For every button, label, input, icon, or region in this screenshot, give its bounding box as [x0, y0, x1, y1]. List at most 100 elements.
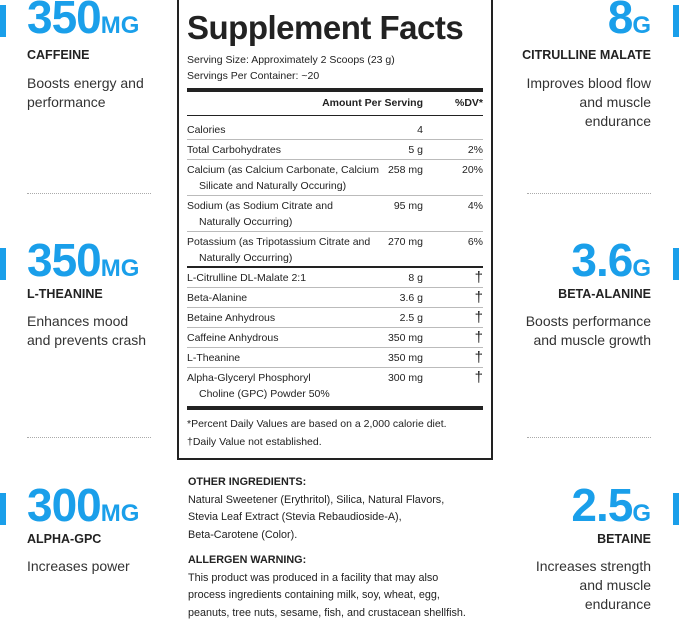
panel-title: Supplement Facts [187, 9, 463, 47]
table-row: Sodium (as Sodium Citrate and Naturally O… [187, 196, 483, 232]
highlight-amount: 3.6G [571, 237, 651, 292]
amount: 2.5 g [400, 308, 423, 326]
highlight-name: BETA-ALANINE [558, 287, 651, 301]
amount-unit: G [632, 255, 651, 282]
highlight-name: ALPHA-GPC [27, 532, 101, 546]
nutrient-name: Sodium (as Sodium Citrate and Naturally O… [187, 196, 402, 230]
highlight-name: CAFFEINE [27, 48, 90, 62]
amount: 350 mg [388, 328, 423, 346]
amount-value: 350 [27, 0, 101, 43]
nutrient-name-cont: Naturally Occurring) [187, 250, 402, 266]
nutrient-name-text: Sodium (as Sodium Citrate and [187, 200, 333, 212]
amount: 350 mg [388, 348, 423, 366]
amount-value: 2.5 [571, 479, 632, 531]
table-row: Beta-Alanine 3.6 g † [187, 288, 483, 308]
accent-bar [0, 5, 6, 37]
highlight-name: BETAINE [597, 532, 651, 546]
nutrient-name: Beta-Alanine [187, 288, 402, 306]
divider [187, 406, 483, 410]
nutrient-name: Alpha-Glyceryl Phosphoryl Choline (GPC) P… [187, 368, 402, 402]
amount-value: 3.6 [571, 234, 632, 286]
highlight-amount: 8G [608, 0, 651, 49]
daily-value: † [475, 368, 483, 385]
highlight-amount: 300MG [27, 482, 139, 537]
amount-unit: MG [101, 12, 140, 39]
nutrient-name-cont: Naturally Occurring) [187, 214, 402, 230]
table-row: Betaine Anhydrous 2.5 g † [187, 308, 483, 328]
amount-unit: G [632, 12, 651, 39]
dv-header: %DV* [455, 97, 483, 109]
text-line: Beta-Carotene (Color). [188, 527, 444, 545]
footnote-dagger: †Daily Value not established. [187, 436, 322, 448]
daily-value: † [475, 328, 483, 345]
nutrient-name: L-Citrulline DL-Malate 2:1 [187, 268, 402, 286]
nutrient-name: Caffeine Anhydrous [187, 328, 402, 346]
highlight-description: Improves blood flow and muscle endurance [521, 74, 651, 131]
nutrient-name: L-Theanine [187, 348, 402, 366]
amount-header: Amount Per Serving [322, 97, 423, 109]
daily-value: † [475, 308, 483, 325]
amount-unit: MG [101, 255, 140, 282]
allergen-warning: ALLERGEN WARNING: This product was produ… [188, 552, 466, 622]
nutrient-name-text: Caffeine Anhydrous [187, 332, 278, 344]
amount-value: 350 [27, 234, 101, 286]
highlight-description: Increases strength and muscle endurance [521, 557, 651, 614]
accent-bar [673, 493, 679, 525]
highlight-name: L-THEANINE [27, 287, 103, 301]
amount: 3.6 g [400, 288, 423, 306]
nutrient-name-text: Calcium (as Calcium Carbonate, Calcium [187, 164, 379, 176]
amount: 8 g [408, 268, 423, 286]
nutrient-name: Calcium (as Calcium Carbonate, Calcium Si… [187, 160, 402, 194]
nutrient-name: Calories [187, 120, 402, 138]
daily-value: † [475, 268, 483, 285]
nutrient-name-text: Beta-Alanine [187, 292, 247, 304]
highlight-description: Boosts energy and performance [27, 74, 152, 112]
footnote-dv: *Percent Daily Values are based on a 2,0… [187, 418, 447, 430]
highlight-name: CITRULLINE MALATE [522, 48, 651, 62]
text-line: Natural Sweetener (Erythritol), Silica, … [188, 492, 444, 510]
accent-bar [673, 248, 679, 280]
table-row: Calcium (as Calcium Carbonate, Calcium Si… [187, 160, 483, 196]
daily-value: 20% [462, 160, 483, 178]
amount: 5 g [408, 140, 423, 158]
accent-bar [0, 493, 6, 525]
other-ingredients-heading: OTHER INGREDIENTS: [188, 474, 444, 492]
highlight-description: Enhances mood and prevents crash [27, 312, 152, 350]
highlight-amount: 2.5G [571, 482, 651, 537]
serving-size: Serving Size: Approximately 2 Scoops (23… [187, 54, 395, 66]
amount-value: 300 [27, 479, 101, 531]
amount: 258 mg [388, 160, 423, 178]
nutrient-name: Total Carbohydrates [187, 140, 402, 158]
daily-value: 6% [468, 232, 483, 250]
table-row: Calories 4 [187, 120, 483, 140]
divider [527, 193, 651, 194]
nutrient-name-text: Total Carbohydrates [187, 144, 281, 156]
nutrient-name-text: Alpha-Glyceryl Phosphoryl [187, 372, 311, 384]
amount-value: 8 [608, 0, 633, 43]
divider [27, 437, 151, 438]
accent-bar [0, 248, 6, 280]
servings-per-container: Servings Per Container: ~20 [187, 70, 319, 82]
highlight-amount: 350MG [27, 0, 139, 49]
supplement-facts-panel: Supplement Facts Serving Size: Approxima… [177, 0, 493, 460]
nutrient-name-cont: Choline (GPC) Powder 50% [187, 386, 402, 402]
amount: 95 mg [394, 196, 423, 214]
amount: 270 mg [388, 232, 423, 250]
daily-value: 2% [468, 140, 483, 158]
divider [187, 88, 483, 92]
nutrient-name-text: L-Citrulline DL-Malate 2:1 [187, 272, 306, 284]
text-line: This product was produced in a facility … [188, 570, 466, 588]
table-row: L-Theanine 350 mg † [187, 348, 483, 368]
daily-value: † [475, 288, 483, 305]
amount: 4 [417, 120, 423, 138]
highlight-description: Increases power [27, 557, 152, 576]
nutrient-name-text: Calories [187, 124, 226, 136]
divider [187, 115, 483, 116]
nutrient-name-cont: Silicate and Naturally Occuring) [187, 178, 402, 194]
nutrient-name: Betaine Anhydrous [187, 308, 402, 326]
amount-unit: G [632, 500, 651, 527]
table-row: L-Citrulline DL-Malate 2:1 8 g † [187, 268, 483, 288]
text-line: peanuts, tree nuts, sesame, fish, and cr… [188, 605, 466, 622]
text-line: Stevia Leaf Extract (Stevia Rebaudioside… [188, 509, 444, 527]
divider [527, 437, 651, 438]
